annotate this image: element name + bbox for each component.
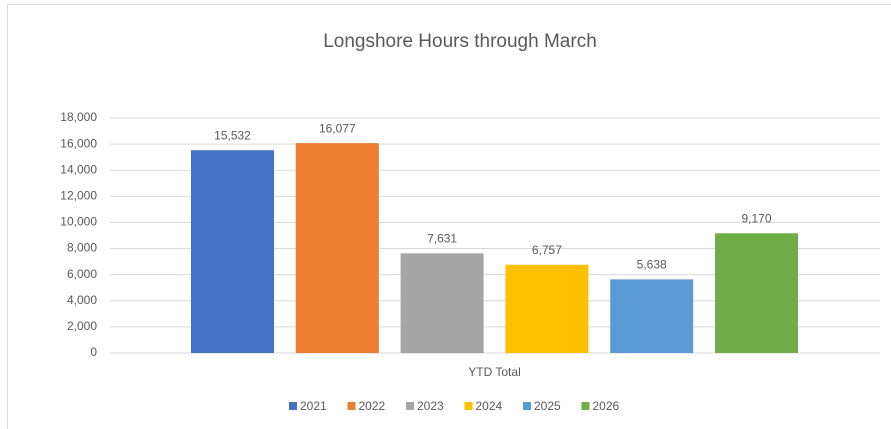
legend-swatch [289, 402, 297, 410]
bar [400, 253, 484, 353]
data-label: 16,077 [319, 121, 356, 135]
data-label: 9,170 [741, 211, 771, 225]
legend-swatch [464, 402, 473, 410]
y-tick-label: 14,000 [60, 162, 97, 176]
legend-swatch [347, 402, 356, 410]
legend-label: 2024 [476, 399, 503, 413]
legend-swatch [406, 402, 414, 410]
bar [610, 279, 694, 353]
legend-swatch [581, 402, 590, 410]
y-tick-label: 12,000 [60, 189, 97, 203]
bar [295, 143, 379, 353]
x-tick-label: YTD Total [468, 365, 520, 379]
bar [505, 264, 589, 353]
data-label: 7,631 [427, 232, 457, 246]
legend-swatch [523, 402, 531, 410]
legend-label: 2023 [417, 399, 444, 413]
y-tick-label: 10,000 [60, 215, 97, 229]
y-tick-label: 16,000 [60, 136, 97, 150]
legend-label: 2025 [534, 399, 561, 413]
bar [715, 233, 798, 353]
chart-title: Longshore Hours through March [323, 31, 597, 52]
y-tick-label: 8,000 [67, 241, 97, 255]
legend-label: 2022 [359, 399, 386, 413]
data-label: 15,532 [214, 128, 251, 142]
y-tick-label: 2,000 [67, 319, 97, 333]
legend-label: 2021 [300, 399, 327, 413]
chart-border [7, 4, 891, 429]
y-tick-label: 18,000 [60, 110, 97, 124]
data-label: 6,757 [532, 243, 562, 257]
bar [191, 150, 274, 353]
legend-label: 2026 [593, 399, 620, 413]
data-label: 5,638 [637, 258, 667, 272]
y-tick-label: 0 [90, 345, 97, 359]
y-tick-label: 6,000 [67, 267, 97, 281]
y-tick-label: 4,000 [67, 293, 97, 307]
